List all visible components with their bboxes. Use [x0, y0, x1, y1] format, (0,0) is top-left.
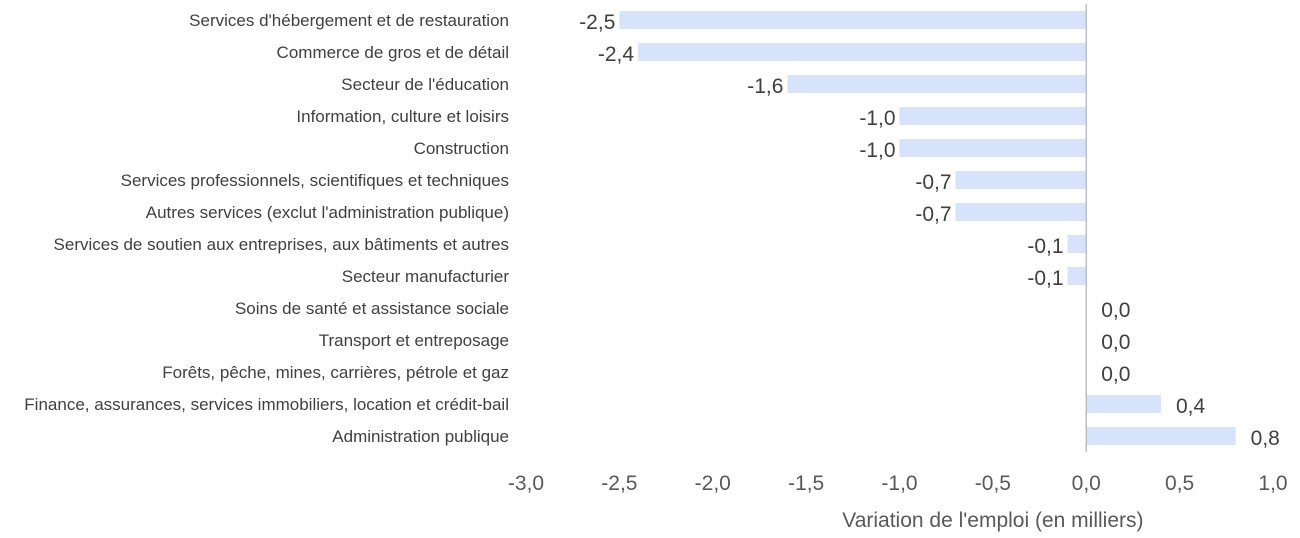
data-label: -1,6	[747, 75, 783, 98]
bar	[899, 139, 1087, 157]
category-label: Transport et entreposage	[319, 331, 509, 350]
data-label: -1,0	[859, 107, 895, 130]
bar	[1086, 395, 1161, 413]
data-label: -2,4	[598, 43, 635, 66]
x-tick-label: -0,5	[975, 472, 1011, 495]
category-label: Soins de santé et assistance sociale	[235, 299, 509, 318]
x-tick-label: -1,0	[881, 472, 917, 495]
data-label: 0,8	[1251, 427, 1280, 450]
data-label: -1,0	[859, 139, 895, 162]
data-label: 0,0	[1101, 331, 1130, 354]
category-label: Secteur manufacturier	[342, 267, 510, 286]
category-label: Forêts, pêche, mines, carrières, pétrole…	[162, 363, 509, 382]
data-label: 0,4	[1176, 395, 1206, 418]
category-label: Information, culture et loisirs	[296, 107, 509, 126]
bar	[1086, 427, 1236, 445]
bar	[638, 43, 1087, 61]
x-tick-label: -1,5	[788, 472, 824, 495]
bars-group	[619, 11, 1236, 445]
category-label: Administration publique	[332, 427, 509, 446]
bar	[787, 75, 1087, 93]
category-label: Services professionnels, scientifiques e…	[121, 171, 509, 190]
category-label: Services d'hébergement et de restauratio…	[189, 11, 509, 30]
category-label: Commerce de gros et de détail	[277, 43, 509, 62]
x-tick-label: -3,0	[508, 472, 544, 495]
x-tick-label: 0,0	[1072, 472, 1101, 495]
x-axis-title: Variation de l'emploi (en milliers)	[842, 509, 1143, 532]
bar	[899, 107, 1087, 125]
category-label: Construction	[414, 139, 509, 158]
x-axis-tick-labels: -3,0 -2,5 -2,0 -1,5 -1,0 -0,5 0,0 0,5 1,0	[508, 472, 1288, 495]
data-labels: -2,5 -2,4 -1,6 -1,0 -1,0 -0,7 -0,7 -0,1 -0,1 0,0 0…	[579, 11, 1280, 450]
data-label: -0,1	[1027, 235, 1063, 258]
data-label: 0,0	[1101, 363, 1130, 386]
x-tick-label: 1,0	[1258, 472, 1287, 495]
bar	[619, 11, 1087, 29]
category-label: Secteur de l'éducation	[341, 75, 509, 94]
bar	[1067, 235, 1087, 253]
category-label: Finance, assurances, services immobilier…	[24, 395, 509, 414]
x-tick-label: 0,5	[1165, 472, 1194, 495]
data-label: 0,0	[1101, 299, 1130, 322]
category-label: Autres services (exclut l'administration…	[146, 203, 509, 222]
x-tick-label: -2,5	[601, 472, 637, 495]
bar	[955, 171, 1087, 189]
category-labels: Services d'hébergement et de restauratio…	[24, 11, 509, 446]
data-label: -0,7	[915, 203, 951, 226]
data-label: -2,5	[579, 11, 615, 34]
data-label: -0,7	[915, 171, 951, 194]
category-label: Services de soutien aux entreprises, aux…	[54, 235, 509, 254]
bar	[955, 203, 1087, 221]
x-tick-label: -2,0	[695, 472, 731, 495]
data-label: -0,1	[1027, 267, 1063, 290]
bar	[1067, 267, 1087, 285]
